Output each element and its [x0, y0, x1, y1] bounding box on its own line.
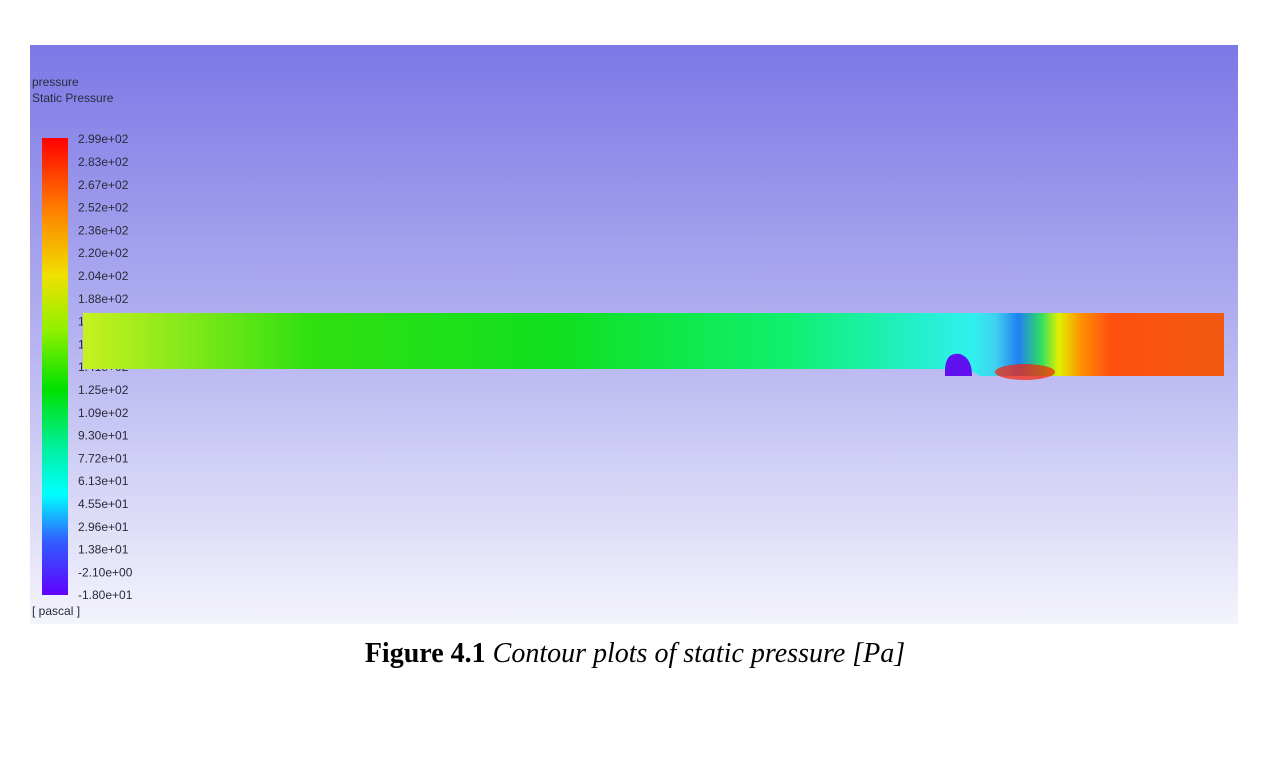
caption: Figure 4.1 Contour plots of static press…	[0, 638, 1270, 670]
legend-title: pressure	[32, 75, 79, 89]
colorbar-label: 7.72e+01	[78, 451, 129, 465]
colorbar-label: 1.09e+02	[78, 406, 129, 420]
caption-number: Figure 4.1	[364, 638, 486, 669]
legend-subtitle: Static Pressure	[32, 91, 114, 105]
colorbar-label: -1.80e+01	[78, 588, 133, 602]
colorbar-label: 2.20e+02	[78, 246, 129, 260]
colorbar-label: 1.25e+02	[78, 383, 129, 397]
colorbar-label: 1.88e+02	[78, 292, 129, 306]
colorbar-label: -2.10e+00	[78, 565, 133, 579]
caption-text: Contour plots of static pressure [Pa]	[492, 638, 906, 669]
colorbar-label: 2.36e+02	[78, 223, 129, 237]
colorbar	[42, 138, 68, 595]
unit-label: [ pascal ]	[32, 604, 80, 618]
colorbar-label: 2.99e+02	[78, 132, 129, 146]
pressure-field	[83, 313, 1224, 376]
colorbar-label: 2.67e+02	[78, 178, 129, 192]
colorbar-label: 6.13e+01	[78, 474, 129, 488]
colorbar-label: 2.04e+02	[78, 269, 129, 283]
colorbar-label: 1.38e+01	[78, 543, 129, 557]
colorbar-label: 4.55e+01	[78, 497, 129, 511]
colorbar-label: 2.52e+02	[78, 201, 129, 215]
colorbar-label: 9.30e+01	[78, 429, 129, 443]
low-pressure-zone	[945, 353, 972, 376]
high-pressure-zone	[995, 364, 1055, 380]
figure: pressure Static Pressure 2.99e+02 2.83e+0…	[30, 45, 1238, 624]
colorbar-label: 2.96e+01	[78, 520, 129, 534]
colorbar-label: 2.83e+02	[78, 155, 129, 169]
